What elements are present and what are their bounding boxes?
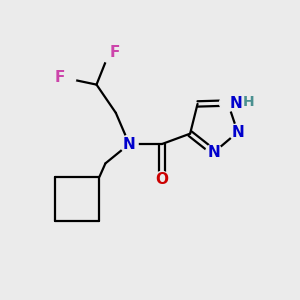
Circle shape xyxy=(230,124,246,140)
Circle shape xyxy=(228,94,246,112)
Text: N: N xyxy=(123,136,136,152)
Circle shape xyxy=(241,95,254,108)
Circle shape xyxy=(206,144,222,161)
Circle shape xyxy=(220,95,236,111)
Circle shape xyxy=(61,71,76,86)
Circle shape xyxy=(101,47,116,62)
Text: F: F xyxy=(109,45,119,60)
Text: N: N xyxy=(208,145,220,160)
Circle shape xyxy=(154,171,170,188)
Text: N: N xyxy=(231,125,244,140)
Circle shape xyxy=(120,135,138,153)
Text: N: N xyxy=(230,95,243,110)
Text: F: F xyxy=(55,70,65,85)
Text: H: H xyxy=(242,95,254,109)
Text: O: O xyxy=(155,172,168,187)
